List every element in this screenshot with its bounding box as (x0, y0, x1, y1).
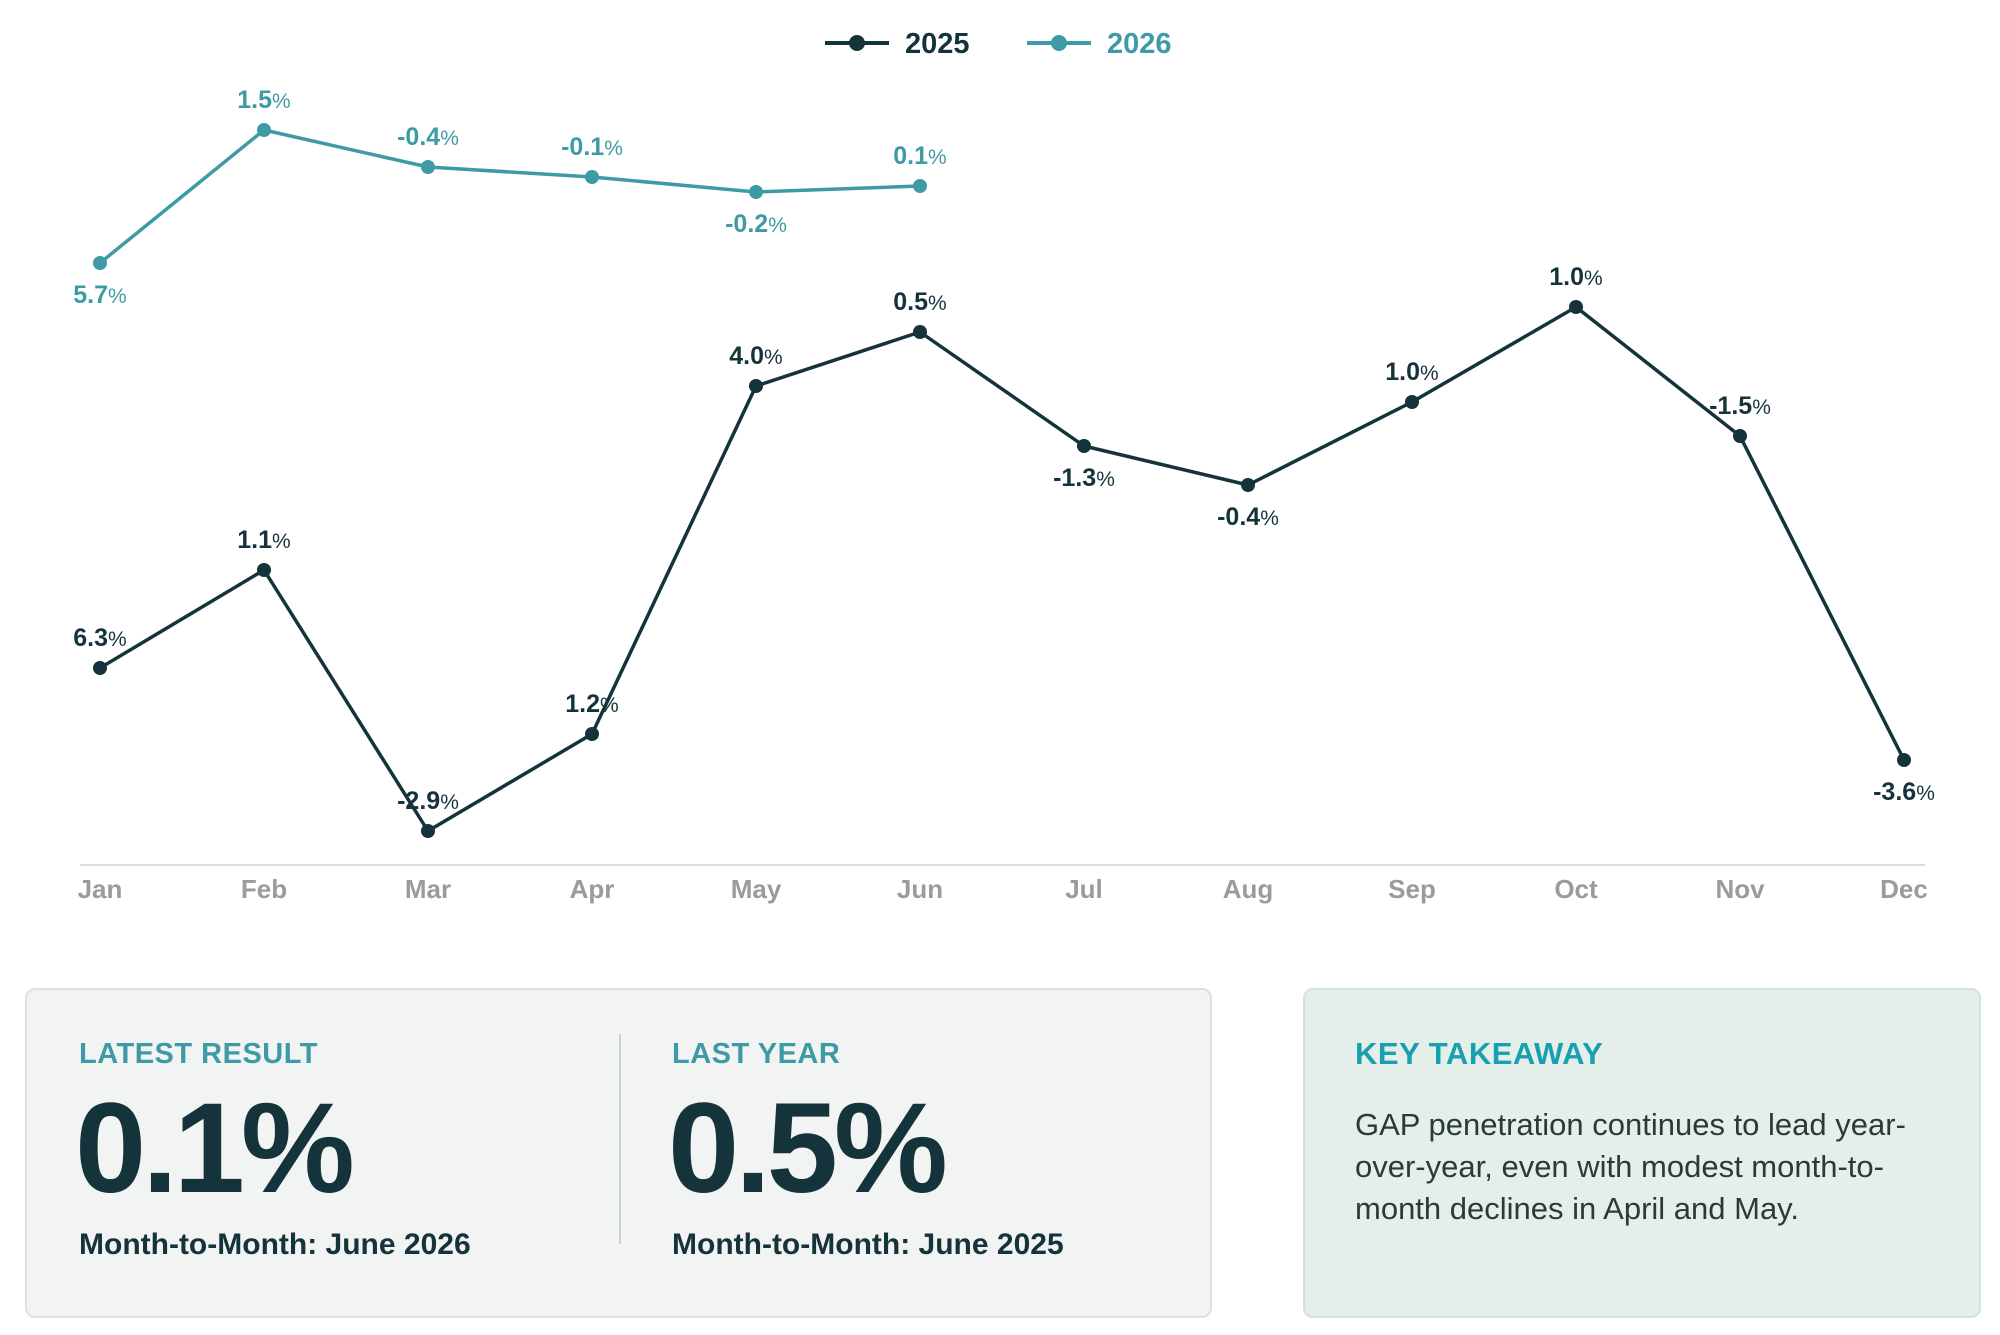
data-point (1405, 395, 1419, 409)
data-label: 1.0% (1549, 263, 1602, 291)
data-label: 0.5% (893, 288, 946, 316)
latest-result-label: Month-to-Month: June 2026 (79, 1228, 471, 1261)
data-label: 1.5% (237, 86, 290, 114)
last-year-label: Month-to-Month: June 2025 (672, 1228, 1064, 1261)
results-card: LATEST RESULT 0.1% Month-to-Month: June … (25, 988, 1212, 1318)
latest-result-eyebrow: LATEST RESULT (79, 1038, 319, 1070)
data-label: -0.4% (1217, 503, 1279, 531)
legend-label-2025: 2025 (905, 28, 970, 60)
data-label: 6.3% (73, 624, 126, 652)
data-point (1733, 429, 1747, 443)
x-tick-label: May (731, 874, 782, 904)
key-takeaway-text: GAP penetration continues to lead year-o… (1355, 1107, 1906, 1226)
data-point (1569, 300, 1583, 314)
x-tick-label: Sep (1388, 874, 1436, 904)
data-point (421, 160, 435, 174)
x-tick-label: Mar (405, 874, 451, 904)
data-label: 1.0% (1385, 358, 1438, 386)
data-point (1077, 439, 1091, 453)
data-point (1897, 753, 1911, 767)
data-point (913, 325, 927, 339)
key-takeaway-card: KEY TAKEAWAY GAP penetration continues t… (1303, 988, 1981, 1318)
stat-divider (619, 1034, 621, 1244)
latest-result-value: 0.1% (75, 1077, 355, 1220)
data-point (93, 256, 107, 270)
x-tick-label: Nov (1715, 874, 1765, 904)
data-point (93, 661, 107, 675)
data-point (1241, 478, 1255, 492)
data-label: -1.3% (1053, 464, 1115, 492)
data-point (585, 727, 599, 741)
data-label: 1.1% (237, 526, 290, 554)
data-label: -0.1% (561, 133, 623, 161)
data-label: -1.5% (1709, 392, 1771, 420)
x-tick-label: Feb (241, 874, 287, 904)
data-point (585, 170, 599, 184)
last-year-stat: LAST YEAR 0.5% Month-to-Month: June 2025 (668, 990, 1192, 1316)
legend-label-2026: 2026 (1107, 28, 1172, 60)
data-point (257, 563, 271, 577)
series-line-2025 (99, 305, 1906, 833)
data-label: 5.7% (73, 281, 126, 309)
data-point (257, 123, 271, 137)
last-year-value: 0.5% (668, 1077, 948, 1220)
x-tick-label: Jan (78, 874, 123, 904)
x-tick-label: Jun (897, 874, 943, 904)
latest-result-stat: LATEST RESULT 0.1% Month-to-Month: June … (75, 990, 599, 1316)
x-tick-label: Aug (1223, 874, 1274, 904)
data-label: 4.0% (729, 342, 782, 370)
data-point (913, 179, 927, 193)
data-label: 0.1% (893, 142, 946, 170)
x-tick-label: Apr (570, 874, 615, 904)
data-label: -2.9% (397, 787, 459, 815)
x-tick-label: Oct (1554, 874, 1598, 904)
x-tick-label: Dec (1880, 874, 1928, 904)
data-label: -3.6% (1873, 778, 1935, 806)
key-takeaway-title: KEY TAKEAWAY (1355, 1036, 1604, 1071)
last-year-eyebrow: LAST YEAR (672, 1038, 841, 1070)
data-label: 1.2% (565, 690, 618, 718)
line-chart: Jan Feb Mar Apr May Jun Jul Aug Sep Oct Nov Dec 6.3%… (73, 28, 1935, 904)
legend-marker-2025 (849, 35, 865, 51)
series-line-2026 (98, 128, 921, 265)
data-point (421, 824, 435, 838)
legend-marker-2026 (1051, 35, 1067, 51)
data-label: -0.2% (725, 210, 787, 238)
data-label: -0.4% (397, 123, 459, 151)
data-point (749, 379, 763, 393)
data-point (749, 185, 763, 199)
x-tick-label: Jul (1065, 874, 1103, 904)
